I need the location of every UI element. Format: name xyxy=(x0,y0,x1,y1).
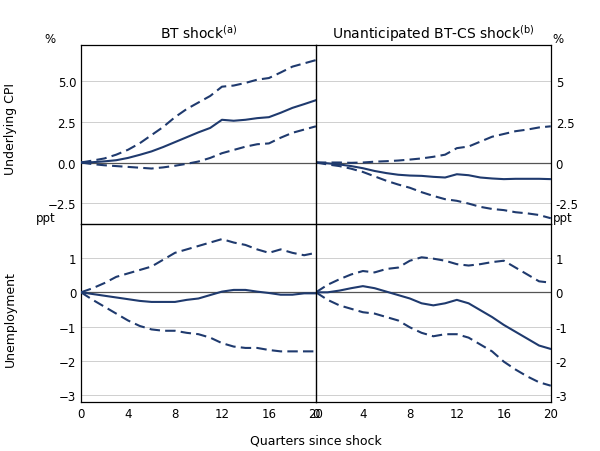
Text: Underlying CPI: Underlying CPI xyxy=(4,83,17,175)
Text: %: % xyxy=(44,33,55,46)
Text: ppt: ppt xyxy=(35,212,55,225)
Text: %: % xyxy=(553,33,564,46)
Title: Unanticipated BT-CS shock$^{\mathregular{(b)}}$: Unanticipated BT-CS shock$^{\mathregular… xyxy=(332,23,535,44)
Text: Unemployment: Unemployment xyxy=(4,270,17,366)
Title: BT shock$^{\mathregular{(a)}}$: BT shock$^{\mathregular{(a)}}$ xyxy=(160,24,237,42)
Text: ppt: ppt xyxy=(553,212,572,225)
Text: Quarters since shock: Quarters since shock xyxy=(250,433,382,446)
